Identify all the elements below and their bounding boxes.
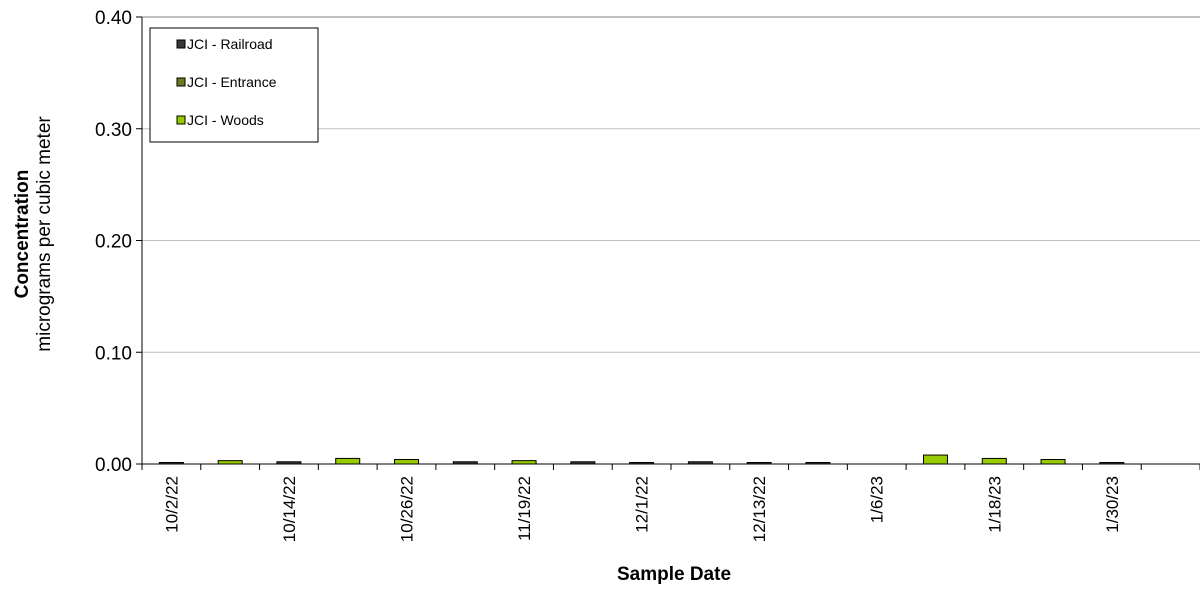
bar: [511, 460, 537, 465]
x-tick-label: 1/18/23: [985, 476, 1004, 533]
bar: [217, 460, 243, 465]
x-tick-label: 1/30/23: [1103, 476, 1122, 533]
x-tick-label: 10/2/22: [162, 476, 181, 533]
x-tick-label: 12/13/22: [750, 476, 769, 542]
legend-label: JCI - Entrance: [187, 74, 277, 90]
bars: [158, 454, 1125, 465]
axes: [136, 16, 1200, 470]
x-tick-label: 10/26/22: [398, 476, 417, 542]
legend-label: JCI - Railroad: [187, 36, 273, 52]
bar: [923, 454, 948, 465]
x-tick-labels: 10/2/22 10/14/22 10/26/22 11/19/22 12/1/22 12…: [162, 476, 1121, 542]
y-tick-label: 0.20: [95, 232, 132, 253]
y-tick-labels: 0.00 0.10 0.20 0.30 0.40: [95, 8, 132, 476]
legend-swatch: [176, 77, 186, 87]
bar: [981, 457, 1007, 465]
bar: [335, 457, 361, 465]
legend: JCI - Railroad JCI - Entrance JCI - Woods: [149, 27, 319, 143]
y-tick-label: 0.30: [95, 120, 132, 141]
x-axis-title: Sample Date: [617, 564, 731, 585]
x-tick-label: 10/14/22: [280, 476, 299, 542]
legend-label: JCI - Woods: [187, 112, 264, 128]
bar: [394, 459, 419, 465]
y-axis-title: Concentration: [12, 170, 33, 299]
x-tick-label: 11/19/22: [515, 476, 534, 541]
y-tick-label: 0.00: [95, 455, 132, 476]
bar: [1040, 459, 1066, 465]
x-tick-label: 1/6/23: [868, 476, 887, 523]
x-tick-label: 12/1/22: [633, 476, 652, 533]
y-tick-label: 0.40: [95, 8, 132, 29]
y-axis-subtitle: micrograms per cubic meter: [34, 116, 55, 352]
legend-swatch: [176, 39, 186, 49]
y-tick-label: 0.10: [95, 343, 132, 364]
legend-swatch: [176, 115, 186, 125]
